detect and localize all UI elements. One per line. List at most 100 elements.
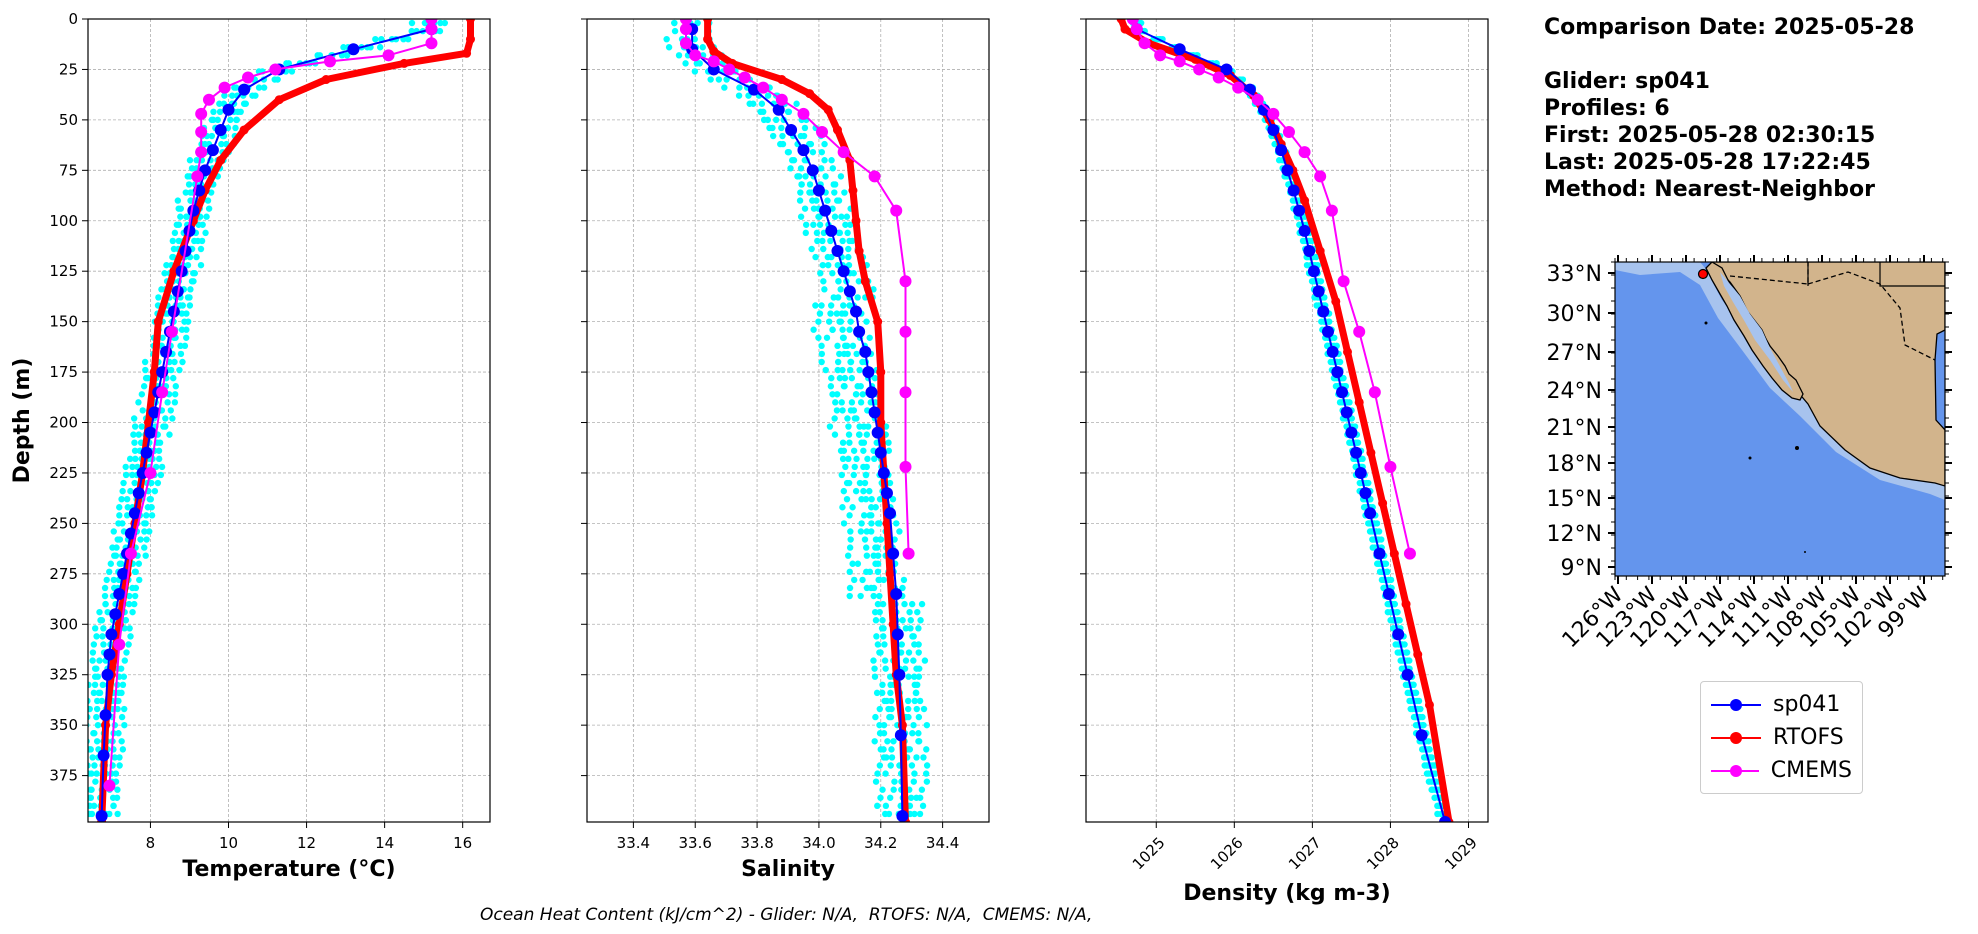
raw-glider-point <box>139 407 146 414</box>
series-point-cmems <box>195 125 208 138</box>
raw-glider-point <box>203 213 210 220</box>
raw-glider-point <box>143 512 150 519</box>
raw-glider-point <box>889 495 897 503</box>
raw-glider-point <box>916 665 923 672</box>
raw-glider-point <box>707 76 714 83</box>
y-tick-label: 50 <box>59 111 78 129</box>
raw-glider-point <box>91 762 98 769</box>
raw-glider-point <box>845 423 852 430</box>
x-tick-label: 10 <box>219 834 238 852</box>
raw-glider-point <box>833 310 841 317</box>
raw-glider-point <box>846 439 853 446</box>
raw-glider-point <box>921 657 929 664</box>
raw-glider-point <box>863 431 871 438</box>
raw-glider-point <box>841 189 848 196</box>
raw-glider-point <box>812 302 819 309</box>
raw-glider-point <box>876 721 883 729</box>
raw-glider-point <box>881 657 889 664</box>
legend-label-cmems: CMEMS <box>1770 758 1852 783</box>
series-point-rtofs <box>1120 24 1130 34</box>
raw-glider-point <box>1406 657 1413 664</box>
raw-glider-point <box>868 495 875 503</box>
raw-glider-point <box>190 278 197 285</box>
series-point-sp041 <box>812 184 825 197</box>
raw-glider-point <box>156 439 164 446</box>
raw-glider-point <box>1428 754 1435 761</box>
raw-glider-point <box>846 512 853 519</box>
y-tick-label: 100 <box>49 212 78 230</box>
raw-glider-point <box>882 665 889 672</box>
raw-glider-point <box>372 35 379 43</box>
raw-glider-point <box>876 608 883 616</box>
raw-glider-point <box>1317 278 1325 285</box>
series-point-rtofs <box>888 619 898 629</box>
legend-item-cmems: CMEMS <box>1711 754 1852 787</box>
raw-glider-point <box>826 423 834 430</box>
raw-glider-point <box>126 625 133 632</box>
raw-glider-point <box>810 221 817 228</box>
raw-glider-point <box>1426 746 1433 753</box>
raw-glider-point <box>813 229 821 237</box>
series-point-sp041 <box>238 83 251 96</box>
series-point-sp041 <box>1359 487 1372 500</box>
raw-glider-point <box>171 399 179 406</box>
raw-glider-point <box>131 600 138 608</box>
legend-item-rtofs: RTOFS <box>1711 721 1852 754</box>
raw-glider-point <box>102 600 109 608</box>
raw-glider-point <box>202 229 209 237</box>
raw-glider-point <box>879 689 886 697</box>
raw-glider-point <box>876 576 883 584</box>
series-point-sp041 <box>105 628 118 641</box>
raw-glider-point <box>237 108 244 116</box>
raw-glider-point <box>819 261 826 269</box>
series-point-rtofs <box>897 720 907 730</box>
raw-glider-point <box>1312 253 1320 261</box>
raw-glider-point <box>871 665 878 672</box>
series-point-sp041 <box>874 446 887 459</box>
raw-glider-point <box>840 487 848 495</box>
raw-glider-point <box>144 374 152 382</box>
raw-glider-point <box>850 447 858 454</box>
raw-glider-point <box>106 810 113 818</box>
raw-glider-point <box>1340 374 1347 382</box>
raw-glider-point <box>205 205 213 212</box>
series-point-sp041 <box>1307 265 1320 278</box>
raw-glider-point <box>124 504 131 511</box>
raw-glider-point <box>183 213 191 220</box>
plot-area <box>663 19 931 822</box>
raw-glider-point <box>151 487 159 495</box>
raw-glider-point <box>872 504 879 511</box>
series-point-sp041 <box>772 103 785 116</box>
raw-glider-point <box>820 278 827 285</box>
raw-glider-point <box>161 270 168 277</box>
raw-glider-point <box>866 512 873 519</box>
raw-glider-point <box>199 221 206 228</box>
raw-glider-point <box>157 471 165 479</box>
raw-glider-point <box>893 520 900 527</box>
raw-glider-point <box>114 786 121 793</box>
series-point-rtofs <box>153 317 163 327</box>
series-point-cmems <box>899 460 912 473</box>
series-point-rtofs <box>1424 700 1434 710</box>
raw-glider-point <box>285 60 292 67</box>
raw-glider-point <box>842 463 849 471</box>
raw-glider-point <box>1378 536 1385 543</box>
raw-glider-point <box>851 463 858 471</box>
raw-glider-point <box>112 552 120 559</box>
series-point-cmems <box>1325 204 1338 217</box>
raw-glider-point <box>849 237 856 245</box>
raw-glider-point <box>141 544 148 551</box>
raw-glider-point <box>818 148 826 156</box>
raw-glider-point <box>815 318 822 325</box>
series-point-rtofs <box>876 418 886 428</box>
raw-glider-point <box>129 608 136 616</box>
x-tick-label: 16 <box>453 834 472 852</box>
raw-glider-point <box>873 689 881 697</box>
series-point-cmems <box>269 63 282 76</box>
raw-glider-point <box>855 431 863 438</box>
raw-glider-point <box>843 213 851 220</box>
raw-glider-point <box>810 205 818 212</box>
raw-glider-point <box>911 697 918 705</box>
series-point-sp041 <box>1267 123 1280 136</box>
series-point-rtofs <box>709 46 719 56</box>
